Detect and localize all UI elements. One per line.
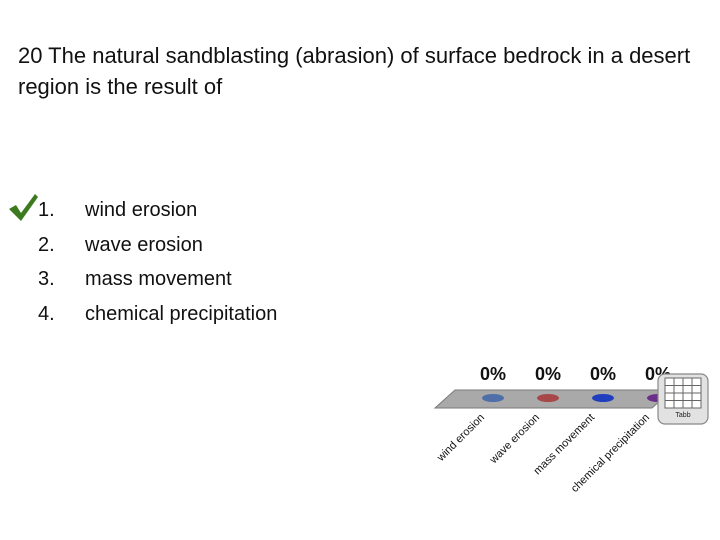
question-text: 20 The natural sandblasting (abrasion) o… <box>18 43 691 99</box>
answer-option-1[interactable]: 1. wind erosion <box>0 194 360 225</box>
answer-option-3[interactable]: 3. mass movement <box>0 264 360 294</box>
checkmark-icon <box>9 194 38 221</box>
answer-number: 1. <box>38 199 55 221</box>
answer-number: 4. <box>38 303 55 325</box>
answer-label: mass movement <box>85 268 232 290</box>
chart-value-labels: 0% 0% 0% 0% <box>480 364 671 384</box>
answer-option-4[interactable]: 4. chemical precipitation <box>0 299 360 329</box>
answer-number: 2. <box>38 234 55 256</box>
chart-bar-base <box>537 394 559 402</box>
chart-category-label: wave erosion <box>487 412 542 467</box>
chart-value-label: 0% <box>535 364 561 384</box>
chart-category-label: wind erosion <box>434 412 487 465</box>
table-icon[interactable] <box>656 372 710 426</box>
answer-label: wave erosion <box>85 234 203 256</box>
chart-value-label: 0% <box>480 364 506 384</box>
chart-bar-base <box>592 394 614 402</box>
answer-option-2[interactable]: 2. wave erosion <box>0 230 360 260</box>
answer-number: 3. <box>38 268 55 290</box>
chart-bar-base <box>482 394 504 402</box>
answer-label: wind erosion <box>85 199 198 221</box>
table-icon-label: Tabb <box>675 412 691 419</box>
chart-value-label: 0% <box>590 364 616 384</box>
answer-label: chemical precipitation <box>85 303 278 325</box>
